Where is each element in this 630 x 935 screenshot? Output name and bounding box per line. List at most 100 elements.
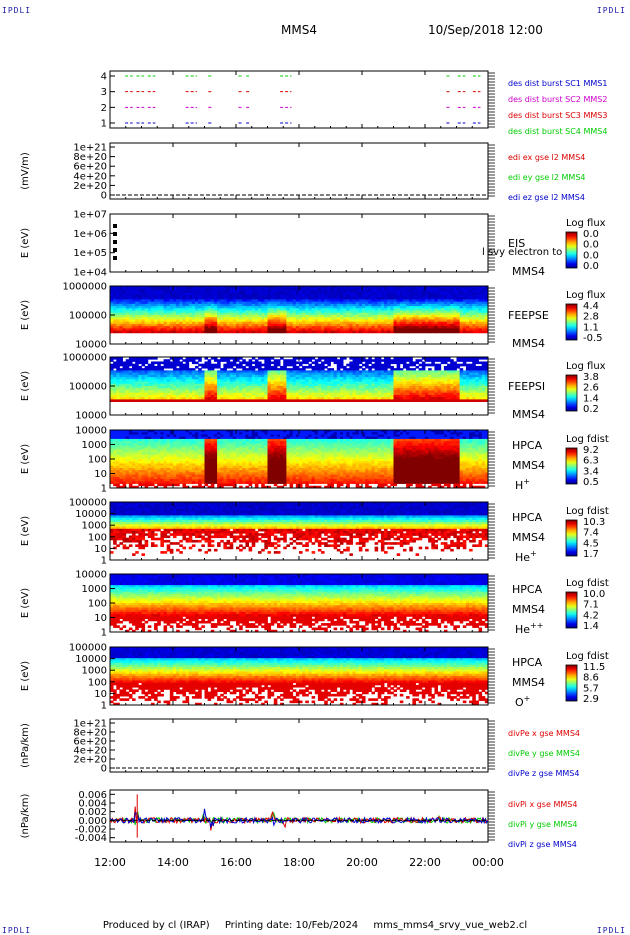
y-axis-label: E (eV) — [20, 300, 31, 330]
spectrogram-cell — [277, 331, 281, 334]
spectrogram-cell — [371, 370, 375, 373]
spectrogram-cell — [148, 328, 152, 331]
spectrogram-cell — [135, 370, 139, 373]
spectrogram-cell — [179, 399, 183, 402]
spectrogram-cell — [145, 399, 149, 402]
spectrogram-cell — [268, 328, 272, 331]
spectrogram-cell — [274, 370, 278, 373]
spectrogram-cell — [208, 328, 212, 331]
y-tick-label: 0 — [101, 191, 107, 202]
spectrogram-cell — [214, 366, 218, 369]
spectrogram-cell — [428, 299, 432, 302]
spectrogram-cell — [403, 366, 407, 369]
spectrogram-cell — [170, 366, 174, 369]
spectrogram-cell — [431, 399, 435, 402]
spectrogram-cell — [447, 359, 451, 362]
spectrogram-cell — [331, 299, 335, 302]
spectrogram-cell — [164, 331, 168, 334]
spectrogram-cell — [189, 359, 193, 362]
spectrogram-cell — [189, 299, 193, 302]
spectrogram-cell — [334, 299, 338, 302]
spectrogram-cell — [236, 399, 240, 402]
spectrogram-cell — [387, 366, 391, 369]
spectrogram-cell — [318, 359, 322, 362]
spectrogram-cell — [129, 299, 133, 302]
spectrogram-cell — [441, 331, 445, 334]
spectrogram-cell — [280, 328, 284, 331]
spectrogram-cell — [277, 370, 281, 373]
spectrogram-cell — [334, 399, 338, 402]
spectrogram-cell — [170, 399, 174, 402]
spectrogram-cell — [227, 331, 231, 334]
spectrogram-cell — [305, 366, 309, 369]
spectrogram-cell — [280, 370, 284, 373]
spectrogram-cell — [198, 370, 202, 373]
spectrogram-cell — [349, 331, 353, 334]
spectrogram-cell — [227, 366, 231, 369]
spectrogram-cell — [123, 331, 127, 334]
spectrogram-cell — [447, 299, 451, 302]
spectrogram-cell — [412, 364, 416, 367]
spectrogram-cell — [457, 299, 461, 302]
colorbar-tick-label: 0.0 — [583, 261, 599, 272]
spectrogram-cell — [176, 328, 180, 331]
spectrogram-cell — [195, 331, 199, 334]
spectrogram-cell — [394, 370, 398, 373]
spectrogram-cell — [135, 328, 139, 331]
spectrogram-cell — [431, 331, 435, 334]
spectrogram-cell — [245, 328, 249, 331]
time-tick-label: 00:00 — [472, 856, 504, 869]
spectrogram-cell — [164, 366, 168, 369]
spectrogram-cell — [192, 328, 196, 331]
spectrogram-cell — [261, 328, 265, 331]
spectrogram-cell — [113, 366, 117, 369]
spectrogram-cell — [397, 370, 401, 373]
spectrogram-cell — [116, 399, 120, 402]
spectrogram-cell — [384, 299, 388, 302]
spectrogram-cell — [148, 299, 152, 302]
spectrogram-cell — [359, 331, 363, 334]
eis-marker — [113, 232, 117, 236]
spectrogram-cell — [227, 370, 231, 373]
spectrogram-cell — [242, 361, 246, 364]
spectrogram-cell — [422, 370, 426, 373]
spectrogram-cell — [258, 370, 262, 373]
spectrogram-cell — [211, 370, 215, 373]
spectrogram-cell — [381, 331, 385, 334]
y-tick-label: 1e+06 — [73, 229, 107, 240]
legend-label: edi ez gse l2 MMS4 — [508, 193, 585, 202]
spectrogram-cell — [353, 370, 357, 373]
spectrogram-cell — [217, 370, 221, 373]
spectrogram-cell — [167, 328, 171, 331]
spectrogram-cell — [157, 370, 161, 373]
spectrogram-cell — [135, 399, 139, 402]
spectrogram-cell — [277, 328, 281, 331]
spectrogram-cell — [271, 361, 275, 364]
spectrogram-cell — [157, 331, 161, 334]
spectrogram-cell — [201, 328, 205, 331]
spectrogram-cell — [264, 299, 268, 302]
spectrogram-cell — [321, 331, 325, 334]
spectrogram-cell — [192, 370, 196, 373]
spectrogram-cell — [249, 328, 253, 331]
spectrogram-cell — [116, 370, 120, 373]
spectrogram-cell — [425, 359, 429, 362]
spectrogram-cell — [205, 366, 209, 369]
spectrogram-cell — [208, 370, 212, 373]
spectrogram-cell — [419, 328, 423, 331]
spectrogram-cell — [110, 331, 114, 334]
spectrogram-cell — [198, 328, 202, 331]
spectrogram-cell — [472, 328, 476, 331]
spectrogram-cell — [403, 331, 407, 334]
spectrogram-cell — [463, 399, 467, 402]
spectrogram-cell — [324, 399, 328, 402]
spectrogram-cell — [252, 299, 256, 302]
spectrogram-cell — [280, 331, 284, 334]
spectrogram-cell — [308, 299, 312, 302]
spectrogram-cell — [220, 399, 224, 402]
spectrogram-cell — [126, 331, 130, 334]
spectrogram-cell — [378, 331, 382, 334]
